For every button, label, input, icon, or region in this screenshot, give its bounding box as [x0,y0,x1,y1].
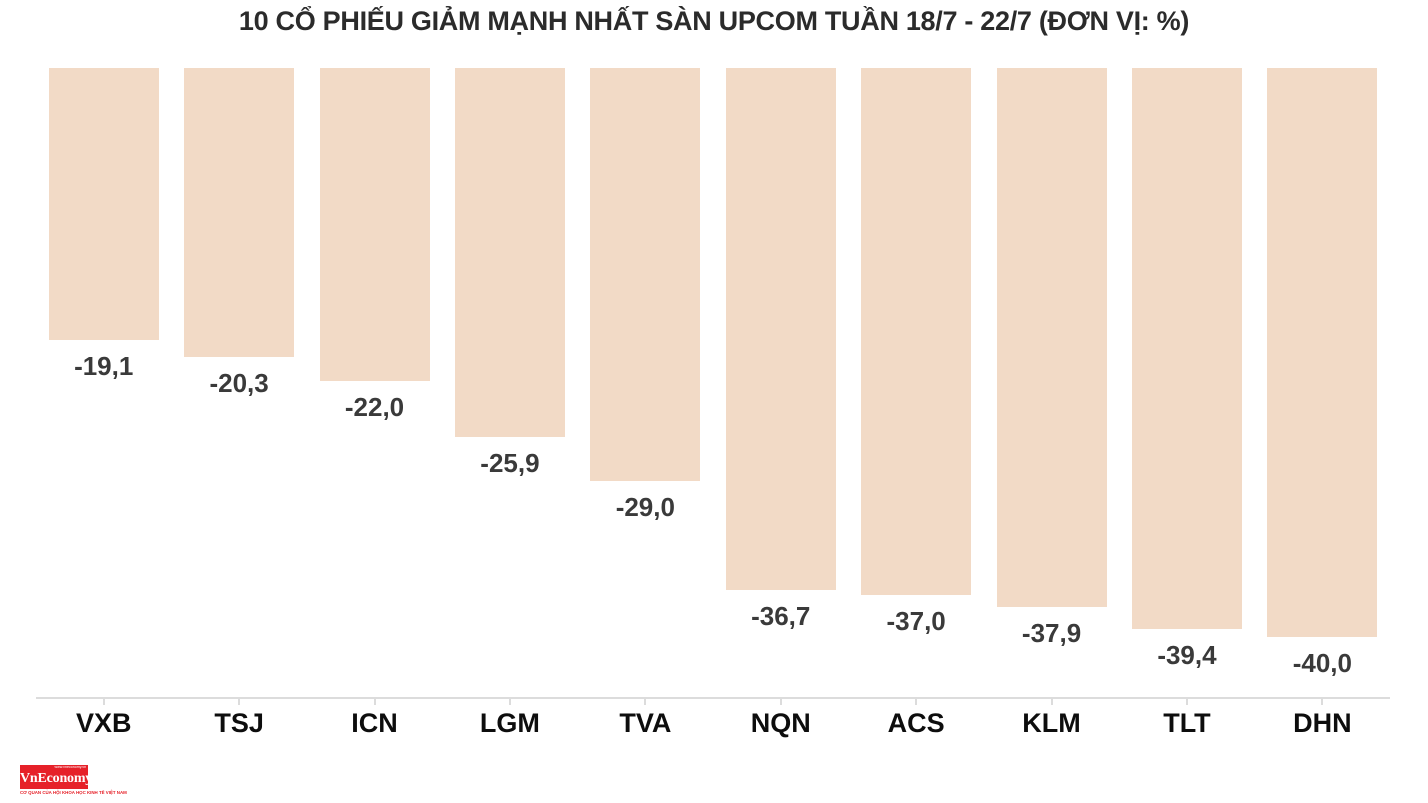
bar-DHN [1267,68,1378,637]
chart-title: 10 CỔ PHIẾU GIẢM MẠNH NHẤT SÀN UPCOM TUẦ… [238,6,1190,36]
x-axis-tick-DHN [1321,697,1324,705]
x-axis-tick-NQN [779,697,782,705]
x-axis-tick-VXB [102,697,105,705]
bar-column-DHN: -40,0 DHN [1255,68,1390,738]
bar-TSJ [184,68,295,357]
category-label-KLM: KLM [1022,708,1081,738]
bar-value-label-VXB: -19,1 [74,351,134,381]
x-axis-line [36,697,1390,699]
bar-value-label-ACS: -37,0 [886,606,946,636]
category-label-VXB: VXB [75,708,132,738]
bar-column-ICN: -22,0 ICN [307,68,442,738]
vneconomy-logo-top-text: www.vneconomy.vn [54,765,86,770]
bar-value-label-TSJ: -20,3 [209,368,269,398]
vneconomy-logo: www.vneconomy.vn VnEconomy CƠ QUAN CỦA H… [20,765,214,799]
x-axis-tick-KLM [1050,697,1053,705]
bar-column-VXB: -19,1 VXB [36,68,171,738]
bar-value-label-LGM: -25,9 [480,448,540,478]
x-axis-tick-ICN [373,697,376,705]
bar-NQN [725,68,836,590]
bar-value-label-TVA: -29,0 [615,492,675,522]
vneconomy-logo-box: www.vneconomy.vn VnEconomy [20,765,93,789]
bar-TVA [590,68,701,481]
bar-column-ACS: -37,0 ACS [848,68,983,738]
bar-value-label-KLM: -37,9 [1021,618,1082,648]
vneconomy-logo-tagline: CƠ QUAN CỦA HỘI KHOA HỌC KINH TẾ VIỆT NA… [20,790,127,795]
bar-VXB [48,68,159,340]
category-label-TLT: TLT [1163,708,1211,738]
bar-value-label-ICN: -22,0 [344,392,405,422]
category-label-DHN: DHN [1293,708,1352,738]
bar-column-TLT: -39,4 TLT [1119,68,1254,738]
bar-columns: -19,1 VXB -20,3 TSJ -22,0 ICN -25,9 LGM -29,0 TVA… [36,68,1390,738]
bar-ICN [319,68,430,381]
category-label-NQN: NQN [750,708,811,738]
bar-column-KLM: -37,9 KLM [984,68,1119,738]
bar-column-NQN: -36,7 NQN [713,68,848,738]
bar-column-TVA: -29,0 TVA [578,68,713,738]
bar-value-label-DHN: -40,0 [1292,648,1352,678]
x-axis-tick-LGM [508,697,511,705]
bar-TLT [1131,68,1242,629]
category-label-LGM: LGM [479,708,540,738]
bar-LGM [454,68,565,437]
bar-column-TSJ: -20,3 TSJ [171,68,306,738]
x-axis-tick-TVA [644,697,647,705]
bar-value-label-TLT: -39,4 [1157,640,1217,670]
bar-chart-plot-area: -19,1 VXB -20,3 TSJ -22,0 ICN -25,9 LGM -29,0 TVA… [36,68,1390,738]
category-label-ACS: ACS [887,708,945,738]
bar-column-LGM: -25,9 LGM [442,68,577,738]
category-label-TSJ: TSJ [214,708,264,738]
bar-ACS [861,68,972,595]
vneconomy-logo-wordmark: VnEconomy [20,771,93,786]
x-axis-tick-TLT [1185,697,1188,705]
category-label-TVA: TVA [619,708,672,738]
bar-KLM [996,68,1107,607]
x-axis-tick-TSJ [238,697,241,705]
category-label-ICN: ICN [351,708,398,738]
bar-value-label-NQN: -36,7 [751,601,811,631]
x-axis-tick-ACS [915,697,918,705]
